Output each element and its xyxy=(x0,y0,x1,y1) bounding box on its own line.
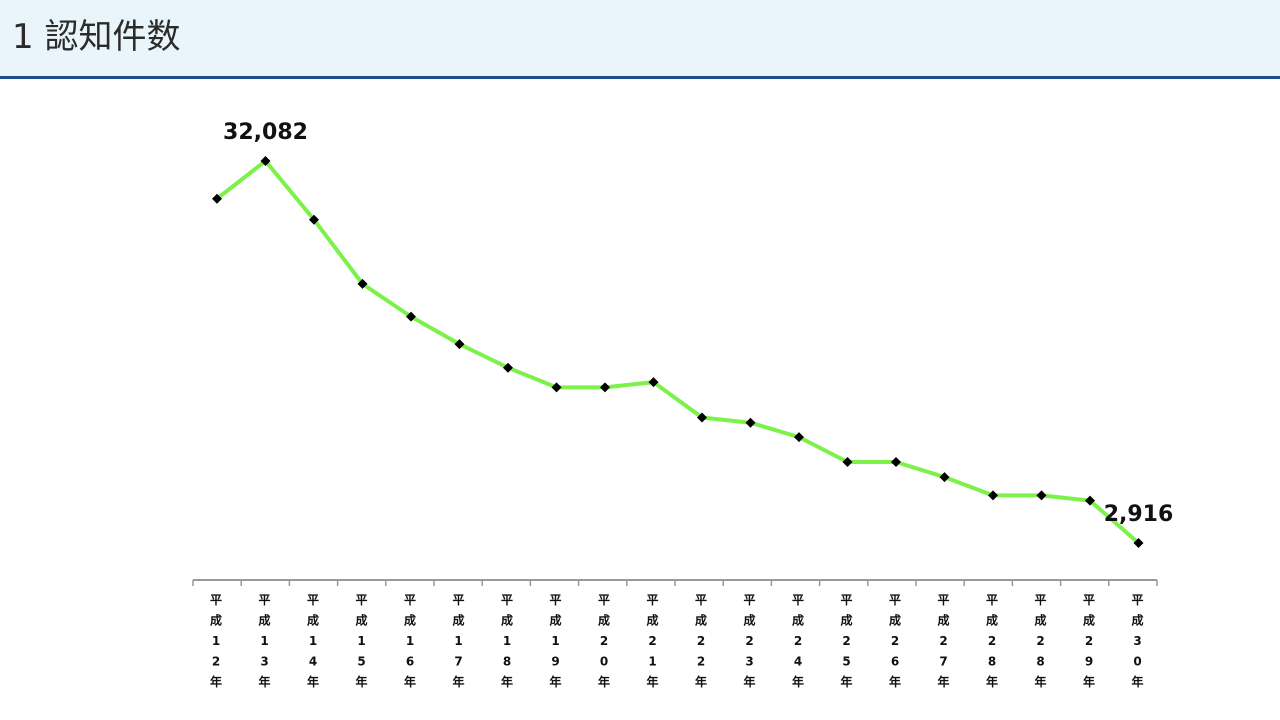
x-tick-label: 平成 1 5 年 xyxy=(355,593,367,689)
x-tick-label: 平成 2 8 年 xyxy=(986,593,998,689)
x-tick-label: 平成 1 7 年 xyxy=(452,593,464,689)
data-label: 2,916 xyxy=(1104,502,1174,527)
x-tick-label: 平成 1 3 年 xyxy=(258,593,270,689)
x-tick-label: 平成 2 8 年 xyxy=(1034,593,1046,689)
x-tick-label: 平成 2 4 年 xyxy=(792,593,804,689)
data-point-marker xyxy=(939,472,950,483)
page-title: 1 認知件数 xyxy=(12,17,181,57)
data-point-marker xyxy=(697,412,707,423)
x-tick-label: 平成 2 2 年 xyxy=(695,593,707,689)
x-tick-label: 平成 2 3 年 xyxy=(743,593,755,689)
x-tick-label: 平成 2 9 年 xyxy=(1083,593,1095,689)
data-point-marker xyxy=(648,377,659,388)
data-point-marker xyxy=(503,362,513,373)
data-point-marker xyxy=(357,278,368,289)
data-point-marker xyxy=(600,382,610,393)
x-tick-label: 平成 2 7 年 xyxy=(937,593,949,689)
x-tick-label: 平成 1 6 年 xyxy=(404,593,416,689)
data-point-marker xyxy=(891,457,901,468)
series-polyline xyxy=(215,159,1140,545)
data-point-marker xyxy=(212,193,222,204)
data-point-marker xyxy=(260,156,271,166)
data-point-marker xyxy=(842,457,853,468)
data-point-marker xyxy=(1133,538,1144,548)
data-point-marker xyxy=(745,417,756,428)
page-header: 1 認知件数 xyxy=(0,0,1280,79)
x-tick-label: 平成 2 5 年 xyxy=(840,593,852,689)
data-point-marker xyxy=(1036,490,1047,501)
x-tick-label: 平成 2 0 年 xyxy=(598,593,610,689)
x-tick-label: 平成 2 1 年 xyxy=(646,593,658,689)
data-point-marker xyxy=(309,214,319,225)
x-tick-labels: 平成 1 2 年 平成 1 3 年 平成 1 4 年 平成 1 5 年 平成 1 6 年 平成 1 7 年 平成 1 8 年 平成 1 9 年… xyxy=(210,593,1144,689)
x-axis xyxy=(192,579,1158,586)
x-tick-label: 平成 1 2 年 xyxy=(210,593,222,689)
data-point-marker xyxy=(1085,495,1095,506)
x-tick-label: 平成 1 9 年 xyxy=(549,593,561,689)
x-tick-label: 平成 3 0 年 xyxy=(1131,593,1143,689)
series-line xyxy=(215,159,1140,545)
data-point-marker xyxy=(551,382,562,393)
data-point-marker xyxy=(794,432,804,443)
x-tick-label: 平成 1 4 年 xyxy=(307,593,319,689)
data-point-marker xyxy=(988,490,998,501)
x-tick-label: 平成 2 6 年 xyxy=(889,593,901,689)
data-point-marker xyxy=(406,311,416,322)
x-tick-label: 平成 1 8 年 xyxy=(501,593,513,689)
data-labels: 32,082 2,916 xyxy=(223,120,1173,527)
data-point-marker xyxy=(454,339,465,350)
series-markers xyxy=(212,156,1144,548)
data-label: 32,082 xyxy=(223,120,308,145)
